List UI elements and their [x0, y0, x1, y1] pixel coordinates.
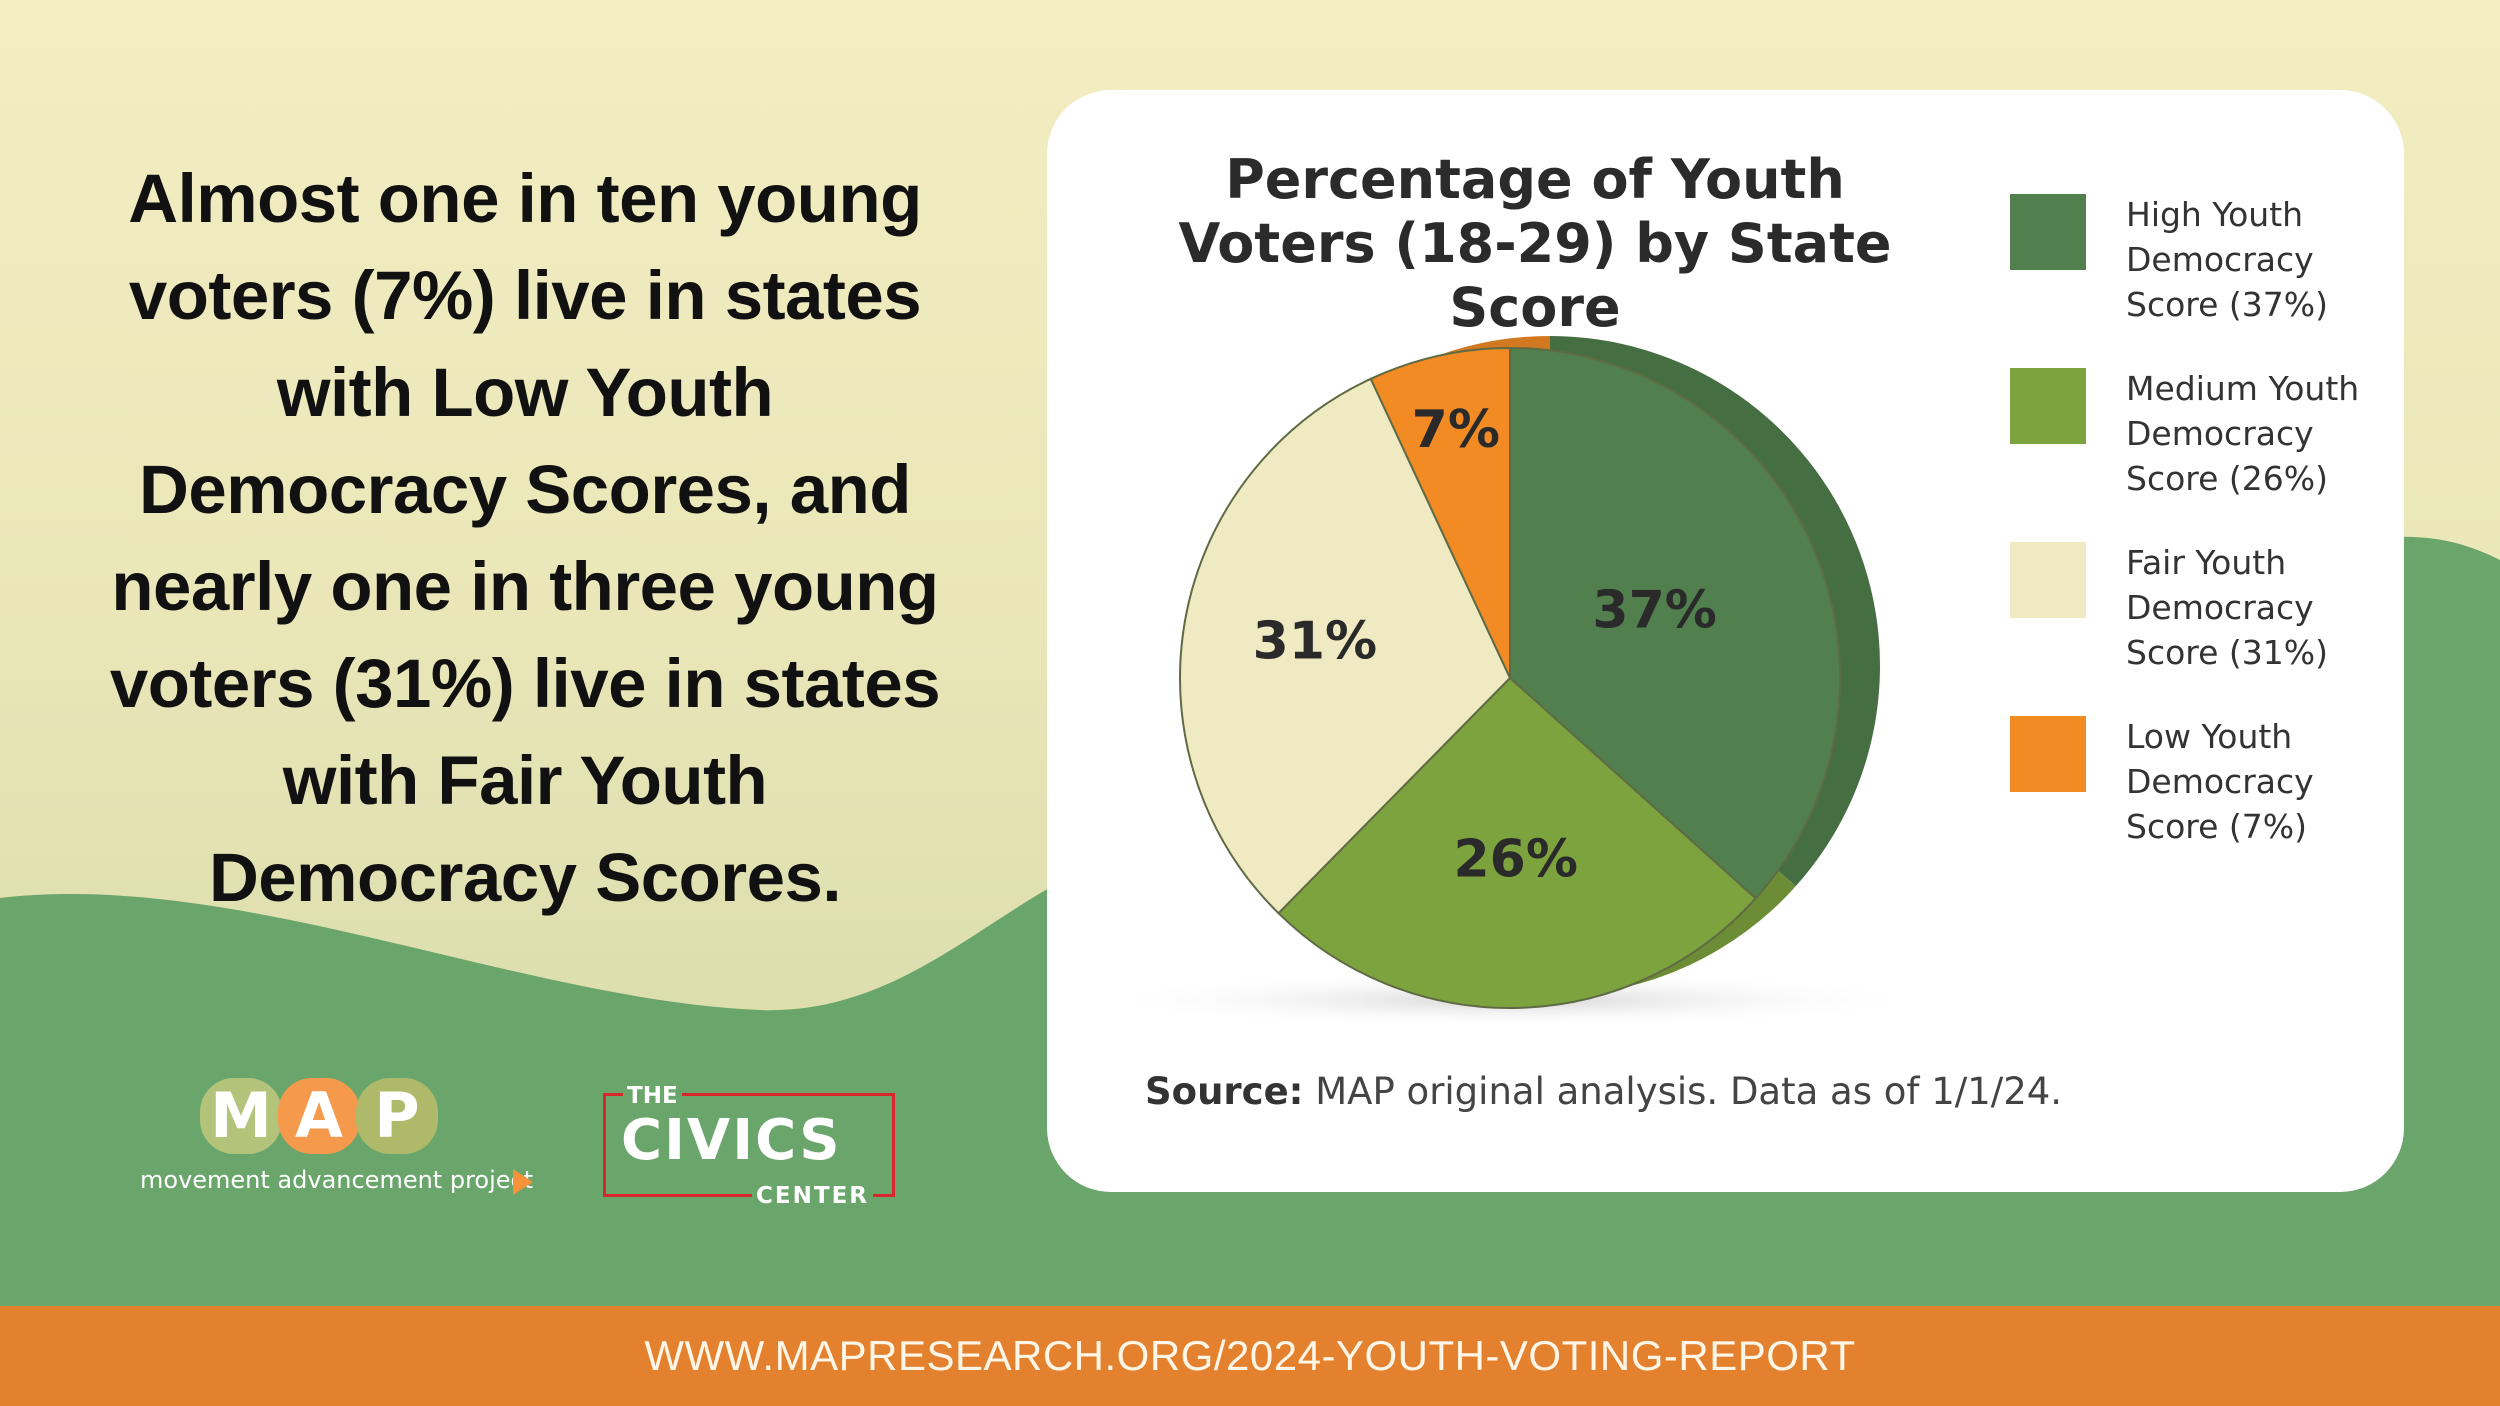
legend-swatch-medium — [2010, 368, 2086, 444]
pie-slices — [1179, 346, 1841, 1009]
map-logo-letter-a: A — [278, 1078, 360, 1154]
civics-center-logo[interactable]: THE CIVICS CENTER — [603, 1083, 895, 1209]
footer-url-link[interactable]: WWW.MAPRESEARCH.ORG/2024-YOUTH-VOTING-RE… — [644, 1332, 1856, 1379]
pie-label-low: 7% — [1412, 400, 1500, 460]
pie-slice-medium — [1277, 676, 1758, 1009]
map-logo-letter-m: M — [200, 1078, 282, 1154]
legend-label-high: High Youth Democracy Score (37%) — [2126, 195, 2329, 324]
legend-label-fair: Fair Youth Democracy Score (31%) — [2126, 543, 2329, 672]
pie-labels: 37% 26% 31% 7% — [1253, 400, 1717, 890]
civics-logo-main: CIVICS — [621, 1108, 842, 1173]
chart-title: Percentage of Youth Voters (18-29) by St… — [1178, 148, 1892, 339]
legend-swatch-low — [2010, 716, 2086, 792]
civics-logo-the: THE — [623, 1083, 682, 1109]
headline: Almost one in ten young voters (7%) live… — [109, 160, 941, 916]
footer-bar: WWW.MAPRESEARCH.ORG/2024-YOUTH-VOTING-RE… — [0, 1306, 2500, 1406]
source-label: Source: — [1145, 1070, 1304, 1113]
legend-label-low: Low Youth Democracy Score (7%) — [2126, 717, 2314, 846]
legend-label-medium: Medium Youth Democracy Score (26%) — [2126, 369, 2360, 498]
pie-chart: 37% 26% 31% 7% — [1090, 336, 1930, 1028]
legend-swatch-fair — [2010, 542, 2086, 618]
pie-label-high: 37% — [1592, 580, 1716, 640]
source-text: MAP original analysis. Data as of 1/1/24… — [1315, 1070, 2063, 1113]
civics-logo-frame — [603, 1093, 895, 1197]
pie-slice-high — [1509, 346, 1841, 900]
play-arrow-icon — [513, 1169, 533, 1195]
chart-source: Source: MAP original analysis. Data as o… — [1145, 1070, 2062, 1113]
legend-swatch-high — [2010, 194, 2086, 270]
pie-label-medium: 26% — [1454, 830, 1578, 890]
map-logo-letter-p: P — [356, 1078, 438, 1154]
pie-slice-fair — [1179, 377, 1512, 915]
map-logo-tagline: movement advancement project — [140, 1166, 534, 1194]
pie-slice-low — [1369, 346, 1511, 679]
pie-label-fair: 31% — [1253, 611, 1377, 671]
civics-logo-center: CENTER — [752, 1183, 873, 1209]
